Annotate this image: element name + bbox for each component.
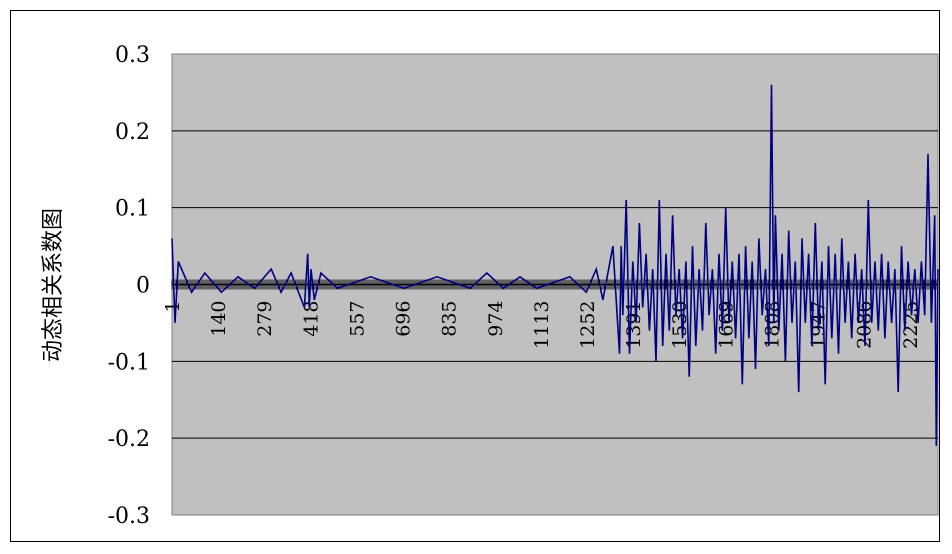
- y-tick-label: 0.3: [115, 43, 150, 68]
- y-tick-label: 0.2: [115, 120, 150, 145]
- y-tick-label: -0.1: [108, 350, 150, 375]
- x-tick-label: 835: [439, 301, 461, 337]
- y-tick-labels: 0.3 0.2 0.1 0 -0.1 -0.2 -0.3: [108, 43, 150, 529]
- x-tick-label: 418: [300, 301, 322, 337]
- x-tick-label: 1252: [577, 301, 599, 349]
- x-tick-label: 1113: [531, 301, 553, 349]
- y-tick-label: -0.3: [108, 504, 150, 529]
- y-tick-label: -0.2: [108, 427, 150, 452]
- x-tick-label: 279: [254, 301, 276, 337]
- x-tick-label: 1: [162, 301, 184, 313]
- x-tick-label: 974: [485, 301, 507, 337]
- x-tick-label: 696: [393, 301, 415, 337]
- x-tick-label: 557: [347, 301, 369, 337]
- x-tick-label: 1530: [669, 301, 691, 349]
- y-tick-label: 0.1: [115, 197, 150, 222]
- x-tick-label: 1391: [623, 301, 645, 349]
- y-axis-label: 动态相关系数图: [41, 208, 66, 362]
- x-tick-label: 140: [208, 301, 230, 337]
- y-tick-label: 0: [136, 274, 150, 299]
- series-line: [171, 84, 939, 446]
